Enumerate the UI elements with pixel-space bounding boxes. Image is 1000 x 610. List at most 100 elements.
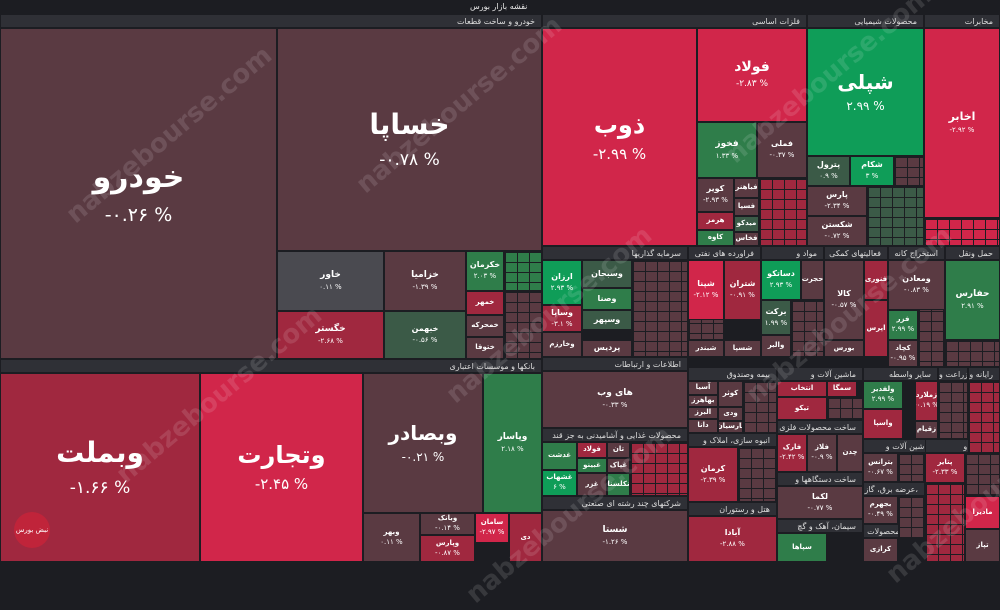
stock-tile[interactable]: والبر bbox=[761, 335, 791, 357]
stock-tile[interactable]: ولفدیر ۲.۹۹ % bbox=[863, 381, 903, 409]
stock-tile[interactable]: بهاهرز bbox=[688, 395, 718, 407]
stock-tile[interactable]: پارس -۲.۳۴ % bbox=[807, 186, 867, 216]
stock-tile[interactable]: غزر bbox=[577, 473, 607, 496]
sector-header[interactable]: استخراج کانه bbox=[888, 246, 945, 260]
stock-tile[interactable]: پردیس bbox=[582, 340, 632, 357]
stock-tile[interactable]: دی bbox=[509, 513, 542, 562]
sector-header[interactable]: ساخت محصولات فلزی bbox=[777, 420, 863, 434]
sector-header[interactable]: زراعت و bbox=[938, 367, 968, 381]
stock-tile[interactable]: بترانس -۰.۶۷ % bbox=[863, 453, 898, 482]
stock-tile-filler[interactable] bbox=[918, 300, 945, 367]
stock-tile[interactable]: ومعادن -۰.۸۳ % bbox=[888, 260, 945, 310]
stock-tile[interactable]: هرمز bbox=[697, 212, 734, 230]
stock-tile[interactable]: ارزان ۲.۹۳ % bbox=[542, 260, 582, 305]
sector-header[interactable]: ساخت دستگاهها و bbox=[777, 472, 863, 486]
stock-tile-filler[interactable] bbox=[894, 156, 924, 186]
stock-tile[interactable]: کرازی bbox=[863, 538, 898, 562]
stock-tile-filler[interactable] bbox=[925, 483, 965, 562]
stock-tile[interactable]: فملی -۰.۳۷ % bbox=[757, 122, 807, 178]
stock-tile-filler[interactable] bbox=[938, 381, 968, 439]
stock-tile[interactable]: خگستر -۲.۶۸ % bbox=[277, 311, 384, 359]
stock-tile[interactable]: شتران -۰.۹۱ % bbox=[724, 260, 761, 320]
sector-header[interactable]: خودرو و ساخت قطعات bbox=[0, 14, 542, 28]
stock-tile[interactable]: انتخاب bbox=[777, 381, 827, 397]
stock-tile[interactable]: کچاد -۰.۹۵ % bbox=[888, 340, 918, 367]
stock-tile-filler[interactable] bbox=[504, 251, 542, 291]
stock-tile[interactable]: وپارس -۰.۸۷ % bbox=[420, 535, 475, 562]
stock-tile[interactable]: مادیرا bbox=[965, 496, 1000, 529]
sector-header[interactable]: انبوه سازی، املاک و bbox=[688, 433, 777, 447]
stock-tile[interactable]: وسبحان bbox=[582, 260, 632, 288]
stock-tile[interactable]: لکما -۰.۷۷ % bbox=[777, 486, 863, 519]
stock-tile-filler[interactable] bbox=[632, 260, 688, 357]
stock-tile-filler[interactable] bbox=[738, 447, 777, 502]
stock-tile[interactable]: تیکو bbox=[777, 397, 827, 420]
stock-tile[interactable]: سپاها bbox=[777, 533, 827, 562]
stock-tile[interactable]: فخوز ۱.۳۳ % bbox=[697, 122, 757, 178]
stock-tile[interactable]: کرمان -۲.۳۹ % bbox=[688, 447, 738, 502]
stock-tile[interactable]: شکام ۳ % bbox=[850, 156, 894, 186]
stock-tile[interactable]: واسپا bbox=[863, 409, 903, 439]
stock-tile[interactable]: فباهنر bbox=[734, 178, 759, 198]
stock-tile[interactable]: حجرت bbox=[801, 260, 824, 300]
sector-header[interactable]: شرکتهای چند رشته ای صنعتی bbox=[542, 496, 688, 510]
stock-tile-filler[interactable] bbox=[898, 453, 925, 482]
stock-tile[interactable]: فارک -۲.۴۲ % bbox=[777, 434, 807, 472]
stock-tile[interactable]: خساپا -۰.۷۸ % bbox=[277, 28, 542, 251]
stock-tile[interactable]: وبهر ۰.۱۱ % bbox=[363, 513, 420, 562]
stock-tile[interactable]: حفارس ۲.۹۱ % bbox=[945, 260, 1000, 340]
stock-tile[interactable]: بجهرم -۰.۴۹ % bbox=[863, 496, 898, 524]
stock-tile[interactable]: غبینو bbox=[577, 458, 607, 473]
sector-header[interactable]: محصولات شیمیایی bbox=[807, 14, 924, 28]
stock-tile[interactable]: غپاک bbox=[607, 458, 630, 473]
stock-tile[interactable]: خمحرکه bbox=[466, 315, 504, 337]
stock-tile[interactable]: دساتکو ۲.۹۳ % bbox=[761, 260, 801, 300]
stock-tile[interactable]: پتایر -۲.۳۳ % bbox=[925, 453, 965, 483]
sector-header[interactable]: عرضه برق، گاز، bbox=[863, 482, 925, 496]
stock-tile[interactable]: سامان -۲.۹۷ % bbox=[475, 513, 509, 543]
stock-tile[interactable]: چدن bbox=[837, 434, 863, 472]
stock-tile[interactable]: شبندر bbox=[688, 340, 724, 357]
stock-tile-filler[interactable] bbox=[743, 381, 777, 433]
stock-tile[interactable]: غدشت bbox=[542, 442, 577, 470]
sector-header[interactable]: محصولات غذایی و آشامیدنی به جز قند bbox=[542, 428, 688, 442]
sector-header[interactable]: فراورده های نفتی bbox=[688, 246, 761, 260]
stock-tile[interactable]: سمگا bbox=[827, 381, 857, 397]
stock-tile[interactable]: کاوه bbox=[697, 230, 734, 246]
stock-tile-filler[interactable] bbox=[968, 381, 1000, 453]
stock-tile[interactable]: پارسیان bbox=[718, 421, 743, 433]
stock-tile[interactable]: های وب -۰.۳۳ % bbox=[542, 371, 688, 428]
stock-tile[interactable]: وساپا -۳.۱ % bbox=[542, 305, 582, 332]
stock-tile[interactable]: وتجارت -۲.۴۵ % bbox=[200, 373, 363, 562]
stock-tile[interactable]: آبادا -۲.۸۸ % bbox=[688, 516, 777, 562]
sector-header[interactable]: بیمه وصندوق bbox=[688, 367, 777, 381]
stock-tile[interactable]: وسپهر bbox=[582, 310, 632, 330]
stock-tile[interactable]: فسپا bbox=[734, 198, 759, 216]
stock-tile[interactable]: فنوری bbox=[864, 260, 888, 300]
stock-tile[interactable]: خزامیا -۱.۳۹ % bbox=[384, 251, 466, 311]
sector-header[interactable]: هتل و رستوران bbox=[688, 502, 777, 516]
stock-tile[interactable]: زملارد -۰.۱۹ % bbox=[915, 381, 938, 421]
sector-header[interactable]: رایانه و bbox=[968, 367, 1000, 381]
stock-tile-filler[interactable] bbox=[504, 291, 542, 359]
stock-tile-filler[interactable] bbox=[759, 178, 807, 246]
sector-header[interactable]: بانکها و موسسات اعتباری bbox=[0, 359, 542, 373]
stock-tile[interactable]: برکت ۱.۹۹ % bbox=[761, 300, 791, 335]
stock-tile-filler[interactable] bbox=[945, 340, 1000, 367]
stock-tile[interactable]: آسیا bbox=[688, 381, 718, 395]
sector-header[interactable]: مواد و bbox=[761, 246, 824, 260]
stock-tile[interactable]: ذوب -۲.۹۹ % bbox=[542, 28, 697, 246]
stock-tile-filler[interactable] bbox=[965, 453, 1000, 496]
stock-tile[interactable]: وبصادر -۰.۲۱ % bbox=[363, 373, 483, 513]
stock-tile[interactable]: کالا -۰.۵۷ % bbox=[824, 260, 864, 340]
stock-tile[interactable]: ودی bbox=[718, 407, 743, 421]
stock-tile[interactable]: بورس bbox=[824, 340, 864, 357]
stock-tile[interactable]: خودرو -۰.۲۶ % bbox=[0, 28, 277, 359]
stock-tile[interactable]: وبانک -۰.۱۴ % bbox=[420, 513, 475, 535]
stock-tile-filler[interactable] bbox=[791, 300, 824, 357]
stock-tile[interactable]: شپنا -۲.۱۲ % bbox=[688, 260, 724, 320]
stock-tile-filler[interactable] bbox=[924, 218, 1000, 246]
stock-tile[interactable]: ختوقا bbox=[466, 337, 504, 359]
stock-tile[interactable]: خبهمن -۰.۵۶ % bbox=[384, 311, 466, 359]
stock-tile[interactable]: شستا -۱.۲۶ % bbox=[542, 510, 688, 562]
